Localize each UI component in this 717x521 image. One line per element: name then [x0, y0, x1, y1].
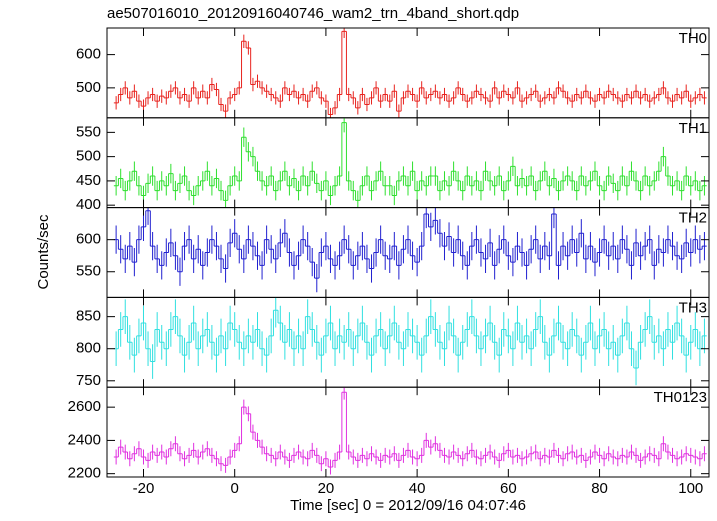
series-th0 — [113, 28, 707, 118]
y-tick-label: 2400 — [68, 431, 101, 448]
x-tick-label: -20 — [133, 480, 155, 497]
chart-title: ae507016010_20120916040746_wam2_trn_4ban… — [107, 5, 519, 22]
x-tick-label: 60 — [500, 480, 517, 497]
step-riser — [117, 392, 703, 468]
series-th2 — [113, 207, 707, 293]
y-tick-label: 500 — [76, 148, 101, 165]
x-axis-label: Time [sec] 0 = 2012/09/16 04:07:46 — [290, 497, 526, 514]
y-tick-label: 850 — [76, 308, 101, 325]
panel-frame — [106, 27, 710, 119]
series-th3 — [113, 297, 707, 386]
panel-label: TH0 — [679, 30, 707, 47]
x-tick-label: 40 — [409, 480, 426, 497]
panel-label: TH2 — [679, 210, 707, 227]
panel-label: TH0123 — [654, 389, 707, 406]
x-tick-label: 100 — [678, 480, 703, 497]
y-tick-label: 2200 — [68, 465, 101, 482]
series-th0123 — [113, 387, 707, 475]
y-tick-label: 550 — [76, 263, 101, 280]
step-riser — [117, 310, 703, 368]
y-axis-label: Counts/sec — [35, 214, 52, 290]
step-riser — [117, 210, 703, 279]
panel-label: TH3 — [679, 299, 707, 316]
x-tick-label: 0 — [231, 480, 239, 497]
series-th1 — [113, 117, 707, 208]
y-tick-label: 750 — [76, 372, 101, 389]
y-tick-label: 400 — [76, 196, 101, 213]
y-tick-label: 800 — [76, 340, 101, 357]
y-tick-label: 600 — [76, 231, 101, 248]
panel-frame — [106, 386, 710, 478]
y-tick-label: 450 — [76, 172, 101, 189]
y-tick-label: 600 — [76, 46, 101, 63]
y-tick-label: 500 — [76, 79, 101, 96]
step-riser — [117, 122, 703, 201]
step-riser — [117, 31, 703, 115]
x-tick-label: 20 — [318, 480, 335, 497]
y-tick-label: 550 — [76, 123, 101, 140]
y-tick-label: 2600 — [68, 398, 101, 415]
x-tick-label: 80 — [591, 480, 608, 497]
panel-label: TH1 — [679, 120, 707, 137]
